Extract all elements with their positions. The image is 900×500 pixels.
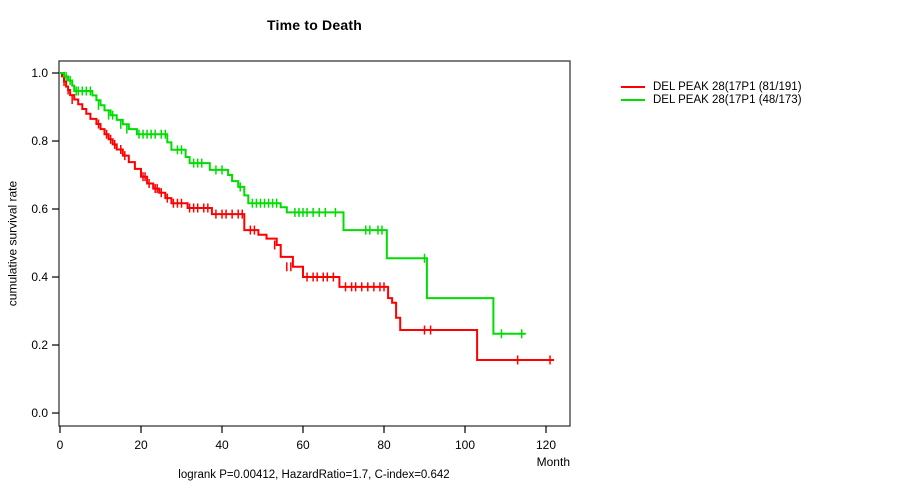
x-tick-label: 40 xyxy=(215,438,229,452)
plot-box xyxy=(58,60,571,427)
legend-label: DEL PEAK 28(17P1 (81/191) xyxy=(653,81,802,94)
y-tick-label: 0.2 xyxy=(31,338,48,352)
x-tick-label: 60 xyxy=(296,438,310,452)
y-tick-label: 1.0 xyxy=(31,66,48,80)
legend-row-0: DEL PEAK 28(17P1 (81/191) xyxy=(621,81,802,94)
legend-row-1: DEL PEAK 28(17P1 (48/173) xyxy=(621,94,802,107)
x-tick-label: 100 xyxy=(455,438,475,452)
y-axis-label: cumulative survival rate xyxy=(5,180,20,307)
y-tick-label: 0.8 xyxy=(31,134,48,148)
x-axis-label: Month xyxy=(536,455,570,469)
stats-annotation: logrank P=0.00412, HazardRatio=1.7, C-in… xyxy=(178,469,450,481)
legend-line-icon xyxy=(621,86,645,89)
y-tick-label: 0.4 xyxy=(31,270,48,284)
x-tick-label: 120 xyxy=(536,438,556,452)
survival-curve-1 xyxy=(60,72,526,335)
y-tick-label: 0.6 xyxy=(31,202,48,216)
y-tick-label: 0.0 xyxy=(31,406,48,420)
x-tick-label: 20 xyxy=(134,438,148,452)
x-tick-label: 0 xyxy=(57,438,64,452)
survival-curve-0 xyxy=(60,72,555,361)
legend-label: DEL PEAK 28(17P1 (48/173) xyxy=(653,93,802,106)
x-tick-label: 80 xyxy=(377,438,391,452)
chart-title: Time to Death xyxy=(267,17,362,33)
legend-line-icon xyxy=(621,98,645,101)
legend: DEL PEAK 28(17P1 (81/191) DEL PEAK 28(17P… xyxy=(621,81,802,106)
